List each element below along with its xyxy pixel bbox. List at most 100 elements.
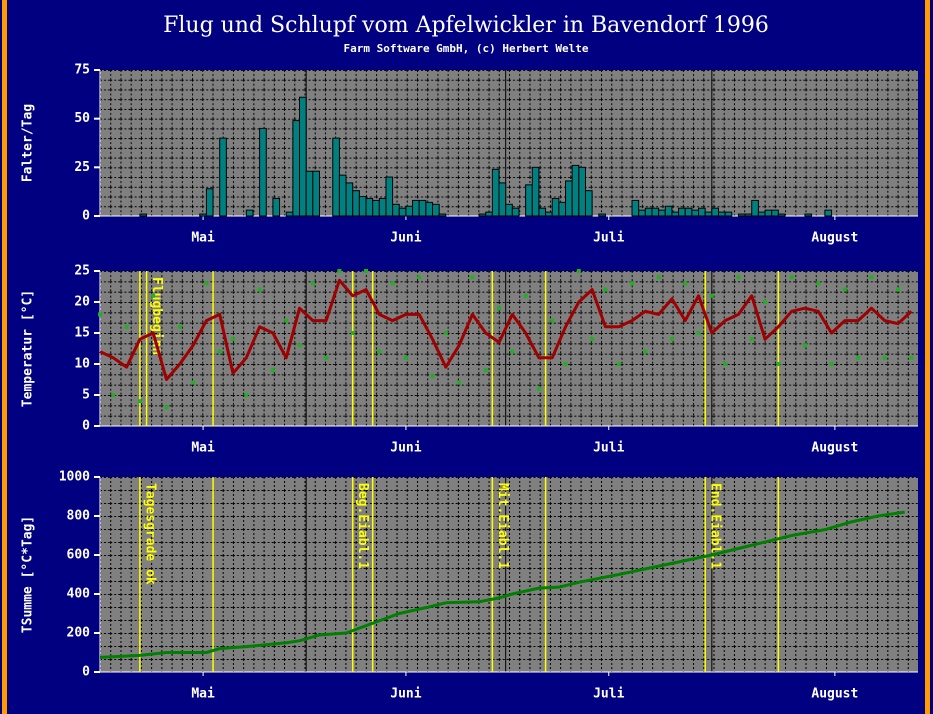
y-tick-label: 15 [74,326,90,341]
bar [199,213,207,217]
bar [584,190,593,217]
scatter-point [98,312,102,317]
y-axis-label: Falter/Tag [21,104,36,182]
scatter-point [882,355,887,360]
bar [385,176,394,217]
scatter-point [550,318,555,323]
bar [704,211,713,217]
scatter-point [417,275,422,280]
frame-left [2,0,7,714]
bar [545,211,553,217]
scatter-point [896,287,901,292]
bar [398,207,407,217]
bar [425,201,434,217]
bar [352,190,360,217]
scatter-point [909,355,914,360]
scatter-point [683,281,688,286]
scatter-point [510,349,515,354]
plot-area [100,477,918,672]
scatter-point [669,337,674,342]
bar [664,205,673,217]
scatter-point [616,362,621,366]
bar [651,207,660,217]
x-tick-label: Juni [390,687,421,702]
annotation: Beg.Eiabl.1 [355,483,370,569]
scatter-point [377,349,382,354]
bar [259,127,267,217]
scatter-point [364,269,369,273]
scatter-point [536,386,541,391]
x-tick-label: Mai [191,231,215,246]
scatter-point [231,337,236,342]
bar [438,213,447,217]
bar [644,207,653,217]
y-tick-label: 0 [82,665,90,680]
bar [757,211,766,217]
scatter-point [603,287,608,292]
bar [638,209,646,217]
plot-area [100,271,918,426]
x-tick-label: Juli [593,231,624,246]
scatter-point [497,306,502,311]
scatter-point [723,362,728,366]
data-line [99,278,913,381]
bar [658,209,666,217]
scatter-point [842,287,847,292]
scatter-point [244,393,249,397]
scatter-point [470,275,475,280]
bar [578,166,586,217]
scatter-point [763,300,768,304]
scatter-point [457,380,462,385]
scatter-point [324,355,329,360]
scatter-point [137,399,142,404]
scatter-point [483,368,488,373]
scatter-point [337,269,342,273]
y-axis-label: Temperatur [°C] [21,290,36,407]
y-tick-label: 0 [82,209,90,224]
scatter-point [310,281,315,286]
bar [305,170,314,217]
bar [418,199,427,217]
scatter-point [217,349,222,354]
bar [744,213,753,217]
bar [764,209,773,217]
bar [139,213,148,217]
bar [631,199,640,217]
bar [285,211,294,217]
scatter-point [709,293,714,298]
scatter-point [869,275,874,280]
scatter-point [284,318,289,323]
y-tick-label: 400 [67,587,91,602]
bar [312,170,320,217]
y-tick-label: 75 [74,63,90,78]
scatter-point [696,331,701,335]
bar [671,211,680,217]
scatter-point [789,275,794,280]
bar [824,209,833,217]
bar [531,166,540,217]
scatter-point [829,362,834,366]
x-tick-label: August [811,231,858,246]
bar [711,207,719,217]
x-tick-label: Juni [390,441,421,456]
annotation: End.Eiabl.1 [708,483,723,569]
y-tick-label: 200 [67,626,91,641]
chart-title: Flug und Schlupf vom Apfelwickler in Bav… [163,13,769,38]
scatter-point [656,275,661,280]
bar [678,207,686,217]
scatter-point [191,380,196,385]
bar [498,182,507,217]
scatter-point [297,343,302,348]
bar [691,209,700,217]
bar [717,211,726,217]
bar [392,203,400,217]
scatter-point [776,362,781,366]
x-tick-label: Juli [593,687,624,702]
scatter-point [111,393,116,397]
scatter-point [816,281,821,286]
x-tick-label: August [811,687,858,702]
bar [365,197,374,217]
scatter-point [563,362,568,366]
bar [804,213,813,217]
bar [491,168,500,217]
